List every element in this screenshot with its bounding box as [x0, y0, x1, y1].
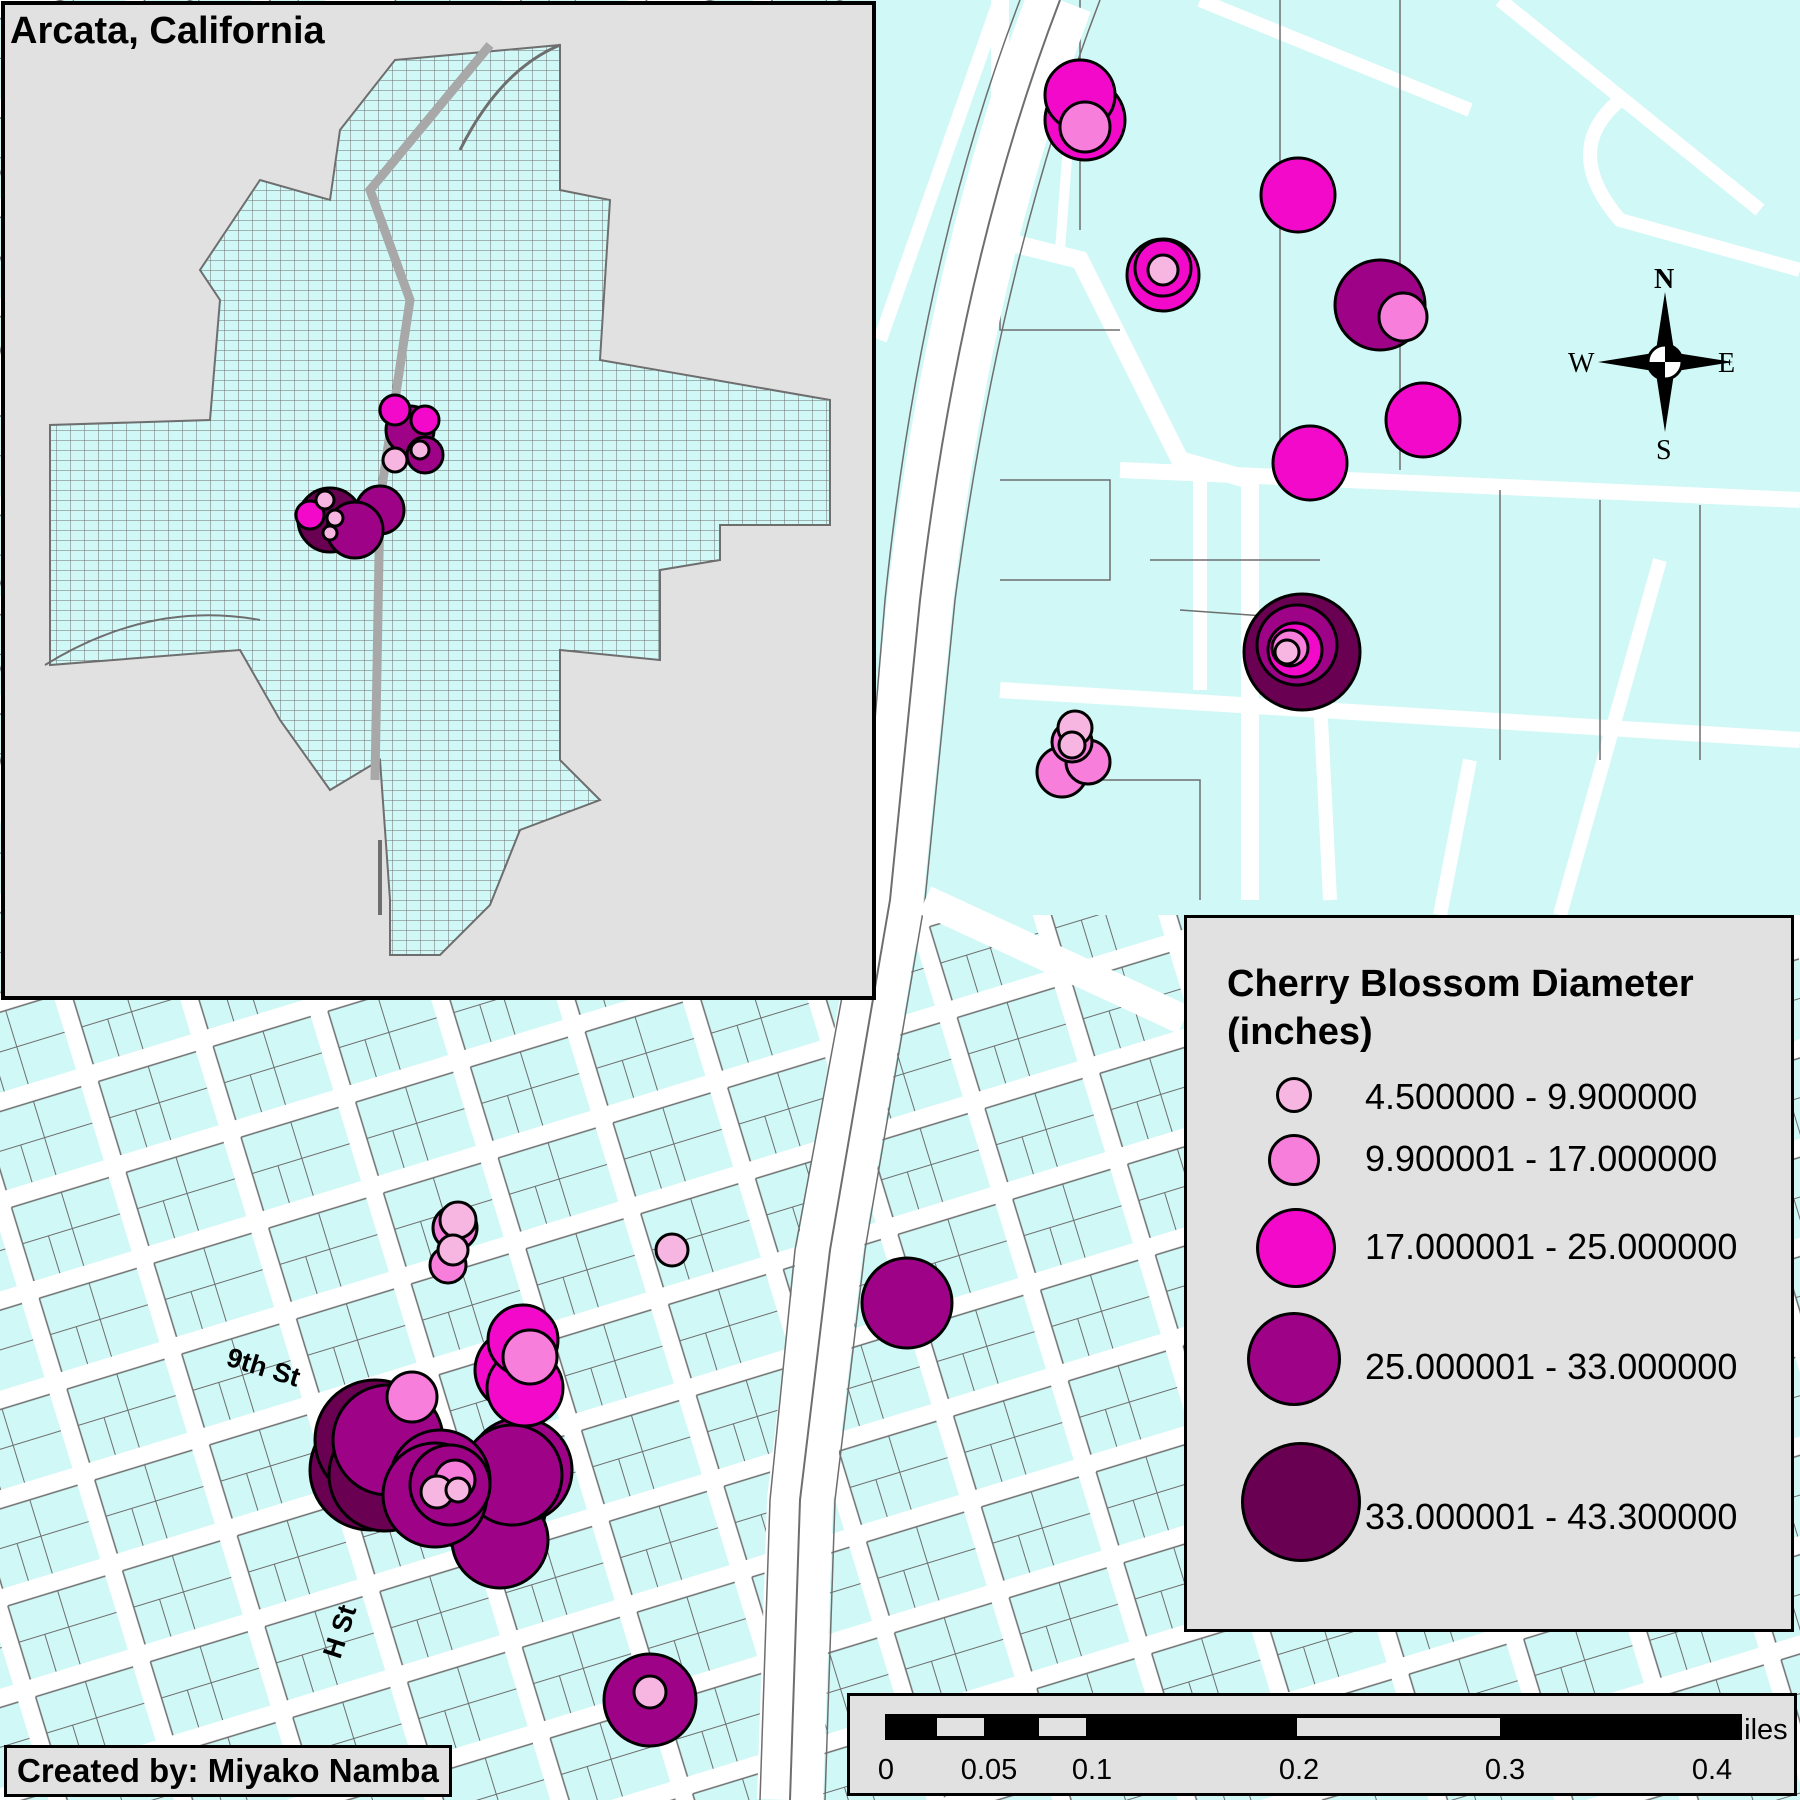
inset-title: Arcata, California: [10, 10, 325, 52]
credit-text: Created by: Miyako Namba: [4, 1745, 452, 1797]
north-arrow: N S W E: [1568, 264, 1735, 462]
legend: Cherry Blossom Diameter (inches) 4.50000…: [1184, 915, 1794, 1632]
scale-tick: 0.05: [960, 1754, 1018, 1786]
legend-label: 25.000001 - 33.000000: [1365, 1346, 1738, 1387]
legend-symbol: [1241, 1442, 1361, 1562]
scale-unit: Miles: [1720, 1714, 1788, 1746]
legend-label: 4.500000 - 9.900000: [1365, 1076, 1698, 1117]
scale-tick: 0.1: [1071, 1754, 1113, 1786]
legend-symbol: [1276, 1077, 1312, 1113]
legend-title-line2: (inches): [1227, 1011, 1373, 1053]
legend-label: 9.900001 - 17.000000: [1365, 1138, 1718, 1179]
scale-tick: 0.3: [1484, 1754, 1526, 1786]
legend-label: 33.000001 - 43.300000: [1365, 1496, 1738, 1537]
scale-tick: 0: [877, 1754, 895, 1786]
scale-bar-graphic: [885, 1714, 1742, 1740]
legend-symbol: [1256, 1208, 1336, 1288]
scale-tick: 0.4: [1691, 1754, 1733, 1786]
legend-symbol: [1247, 1312, 1341, 1406]
legend-title-line1: Cherry Blossom Diameter: [1227, 963, 1694, 1005]
compass-w: W: [1568, 348, 1595, 379]
scale-tick: 0.2: [1278, 1754, 1320, 1786]
compass-s: S: [1656, 435, 1672, 462]
compass-n: N: [1654, 264, 1674, 295]
inset-map: [1, 1, 876, 1000]
legend-label: 17.000001 - 25.000000: [1365, 1226, 1738, 1267]
compass-e: E: [1718, 348, 1735, 379]
legend-title: Cherry Blossom Diameter (inches): [1227, 960, 1787, 1056]
scale-bar: 0 0.05 0.1 0.2 0.3 0.4 Miles: [847, 1693, 1797, 1796]
cherry-blossom-points: [308, 58, 1462, 1748]
highway-101: [757, 0, 1191, 1800]
legend-symbol: [1268, 1134, 1320, 1186]
